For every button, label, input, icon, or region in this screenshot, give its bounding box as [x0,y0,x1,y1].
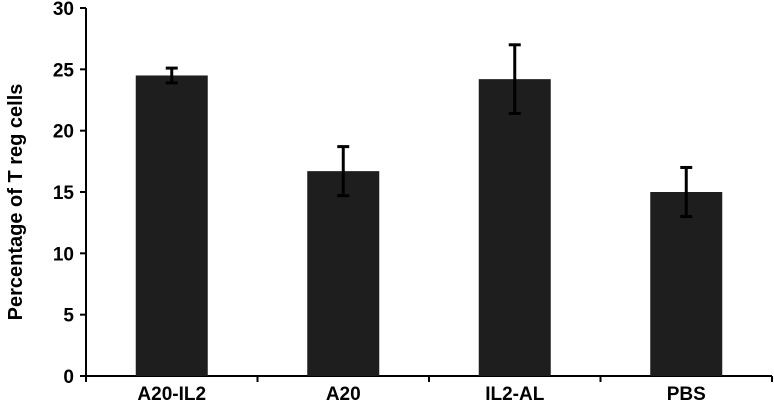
y-axis-title: Percentage of T reg cells [5,84,27,321]
error-bar-pbs [680,165,693,219]
x-tick-label-pbs: PBS [667,384,706,405]
y-tick-label: 20 [53,122,74,143]
error-bar-il2-al [508,43,521,115]
x-tick-labels: A20-IL2 A20 IL2-AL PBS [137,384,705,405]
y-tick-label: 15 [53,183,75,204]
bar-il2-al [478,79,551,376]
x-ticks [85,376,773,382]
y-tick-label: 25 [53,60,75,81]
bars [135,75,723,376]
y-tick-label: 5 [63,306,74,327]
x-tick-label-a20-il2: A20-IL2 [137,384,206,405]
x-tick-label-a20: A20 [326,384,361,405]
bar-a20-il2 [135,75,208,376]
bar-a20 [307,171,380,376]
y-ticks: 0 5 10 15 20 25 30 [53,0,86,388]
bar-pbs [650,192,723,376]
y-tick-label: 30 [53,0,74,20]
y-tick-label: 10 [53,244,74,265]
error-bar-a20 [337,145,350,198]
x-tick-label-il2-al: IL2-AL [485,384,545,405]
error-bar-a20-il2 [165,66,178,85]
y-tick-label: 0 [63,367,74,388]
error-bars [165,43,693,219]
